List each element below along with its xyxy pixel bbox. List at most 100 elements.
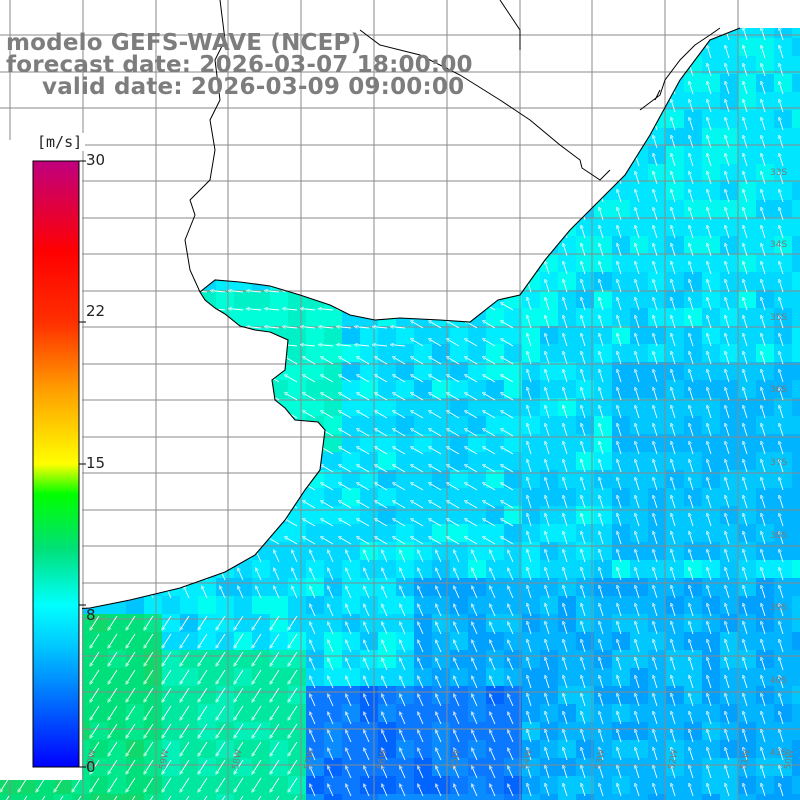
field-cell — [234, 686, 252, 704]
field-cell — [540, 722, 558, 740]
field-cell — [504, 344, 522, 362]
field-cell — [594, 434, 612, 452]
field-cell — [630, 758, 648, 776]
field-cell — [792, 686, 800, 704]
field-cell — [774, 722, 792, 740]
field-cell — [720, 236, 738, 254]
field-cell — [666, 704, 684, 722]
field-cell — [108, 794, 126, 800]
field-cell — [594, 254, 612, 272]
lat-label: 34S — [770, 240, 787, 250]
field-cell — [360, 488, 378, 506]
wind-arrow — [725, 47, 730, 59]
field-cell — [630, 524, 648, 542]
field-cell — [738, 650, 756, 668]
wind-arrow — [358, 358, 370, 365]
field-cell — [774, 596, 792, 614]
field-cell — [324, 398, 342, 416]
field-cell — [648, 290, 666, 308]
field-cell — [540, 776, 558, 794]
field-cell — [684, 434, 702, 452]
field-cell — [594, 668, 612, 686]
field-cell — [666, 290, 684, 308]
field-cell — [360, 596, 378, 614]
field-cell — [666, 452, 684, 470]
field-cell — [270, 758, 288, 776]
field-cell — [468, 524, 486, 542]
field-cell — [342, 362, 360, 380]
field-cell — [270, 668, 288, 686]
wind-arrow — [617, 353, 622, 365]
field-cell — [702, 290, 720, 308]
field-cell — [756, 182, 774, 200]
field-cell — [648, 560, 666, 578]
field-cell — [522, 632, 540, 650]
field-cell — [558, 560, 576, 578]
wind-arrow — [689, 281, 694, 293]
field-cell — [504, 722, 522, 740]
field-cell — [630, 596, 648, 614]
wind-arrow — [545, 281, 550, 293]
field-cell — [468, 380, 486, 398]
field-cell — [594, 758, 612, 776]
field-cell — [792, 380, 800, 398]
wind-arrow — [779, 29, 784, 41]
field-cell — [666, 236, 684, 254]
field-cell — [414, 722, 432, 740]
field-cell — [684, 254, 702, 272]
field-cell — [450, 470, 468, 488]
field-cell — [594, 542, 612, 560]
wind-arrow — [502, 340, 514, 347]
field-cell — [774, 560, 792, 578]
lat-label: 40S — [770, 676, 787, 686]
wind-arrow — [707, 65, 712, 77]
field-cell — [324, 668, 342, 686]
field-cell — [576, 686, 594, 704]
field-cell — [342, 686, 360, 704]
wind-arrow — [248, 309, 262, 310]
field-cell — [774, 578, 792, 596]
wind-arrow — [743, 173, 748, 185]
field-cell — [234, 668, 252, 686]
wind-arrow — [779, 119, 784, 131]
wind-arrow — [599, 353, 604, 365]
field-cell — [486, 434, 504, 452]
field-cell — [198, 776, 216, 794]
field-cell — [342, 704, 360, 722]
field-cell — [162, 722, 180, 740]
field-cell — [774, 308, 792, 326]
field-cell — [648, 380, 666, 398]
field-cell — [648, 182, 666, 200]
field-cell — [378, 470, 396, 488]
field-cell — [90, 650, 108, 668]
wind-arrow — [653, 299, 658, 311]
field-cell — [504, 524, 522, 542]
field-cell — [720, 164, 738, 182]
field-cell — [216, 290, 234, 308]
field-cell — [774, 290, 792, 308]
field-cell — [792, 650, 800, 668]
wind-arrow — [653, 335, 658, 347]
field-cell — [486, 794, 504, 800]
field-cell — [324, 578, 342, 596]
field-cell — [738, 416, 756, 434]
wind-arrow — [320, 345, 334, 346]
field-cell — [234, 794, 252, 800]
field-cell — [702, 362, 720, 380]
field-cell — [360, 380, 378, 398]
field-cell — [720, 308, 738, 326]
wind-arrow — [302, 309, 316, 310]
wind-arrow — [743, 263, 748, 275]
field-cell — [144, 704, 162, 722]
field-cell — [576, 254, 594, 272]
field-cell — [774, 128, 792, 146]
field-cell — [720, 488, 738, 506]
field-cell — [720, 398, 738, 416]
field-cell — [342, 758, 360, 776]
field-cell — [450, 578, 468, 596]
field-cell — [774, 524, 792, 542]
wind-arrow — [761, 209, 766, 221]
field-cell — [738, 776, 756, 794]
field-cell — [702, 218, 720, 236]
wind-arrow — [671, 137, 676, 149]
